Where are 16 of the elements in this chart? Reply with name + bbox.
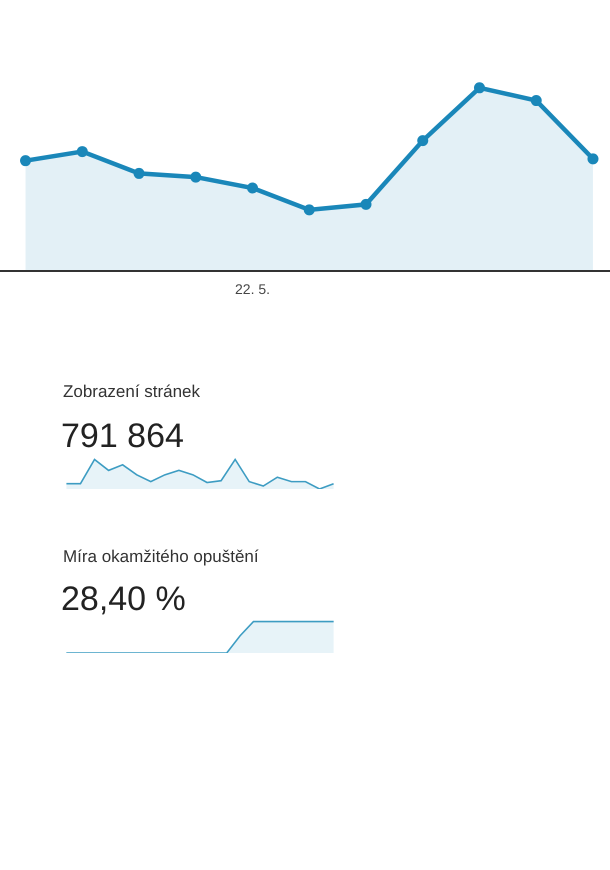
point bbox=[134, 168, 145, 179]
point bbox=[20, 155, 32, 166]
point bbox=[417, 135, 428, 146]
point bbox=[530, 95, 542, 106]
point bbox=[587, 153, 598, 164]
point bbox=[76, 146, 88, 158]
chart-title: Míra okamžitého opuštění bbox=[63, 547, 259, 566]
point bbox=[190, 172, 202, 183]
point bbox=[304, 204, 315, 216]
point bbox=[247, 182, 258, 194]
point bbox=[360, 198, 372, 210]
point bbox=[474, 82, 485, 94]
chart-subtitle: 791 864 bbox=[61, 417, 184, 455]
chart-subtitle: 28,40 % bbox=[61, 580, 186, 618]
chart-title: Zobrazení stránek bbox=[63, 382, 201, 401]
text: 22. 5. bbox=[235, 281, 270, 297]
